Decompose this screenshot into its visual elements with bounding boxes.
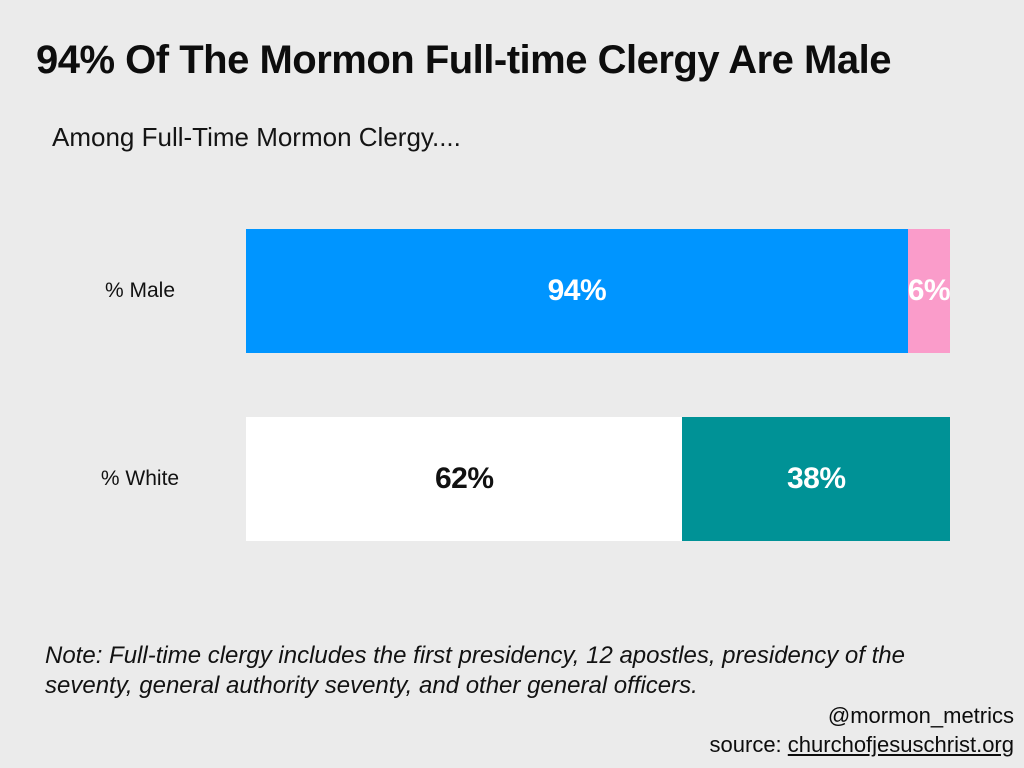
bar-row: % White 62% 38% xyxy=(0,417,1024,541)
segment-value-label: 38% xyxy=(786,462,846,495)
bar-segment: 62% xyxy=(246,417,683,541)
bar-track: 94% 6% xyxy=(246,229,951,353)
source-label: source: xyxy=(709,732,788,757)
page-title: 94% Of The Mormon Full-time Clergy Are M… xyxy=(36,38,891,82)
source-link[interactable]: churchofjesuschrist.org xyxy=(787,732,1014,757)
attribution-block: @mormon_metrics source: churchofjesuschr… xyxy=(710,701,1014,759)
source-line: source: churchofjesuschrist.org xyxy=(710,730,1014,759)
segment-value-label: 62% xyxy=(434,462,494,495)
footnote: Note: Full-time clergy includes the firs… xyxy=(45,642,905,699)
bar-segment: 38% xyxy=(682,417,950,541)
segment-value-label: 6% xyxy=(907,274,951,307)
row-label: % Male xyxy=(104,279,176,302)
bar-segment: 6% xyxy=(907,229,951,353)
segment-value-label: 94% xyxy=(547,274,607,307)
chart-subtitle: Among Full-Time Mormon Clergy.... xyxy=(52,122,461,152)
row-label: % White xyxy=(100,467,180,490)
bar-track: 62% 38% xyxy=(246,417,950,541)
social-handle: @mormon_metrics xyxy=(827,703,1014,728)
bar-row: % Male 94% 6% xyxy=(0,229,1024,353)
bar-segment: 94% xyxy=(246,229,908,353)
